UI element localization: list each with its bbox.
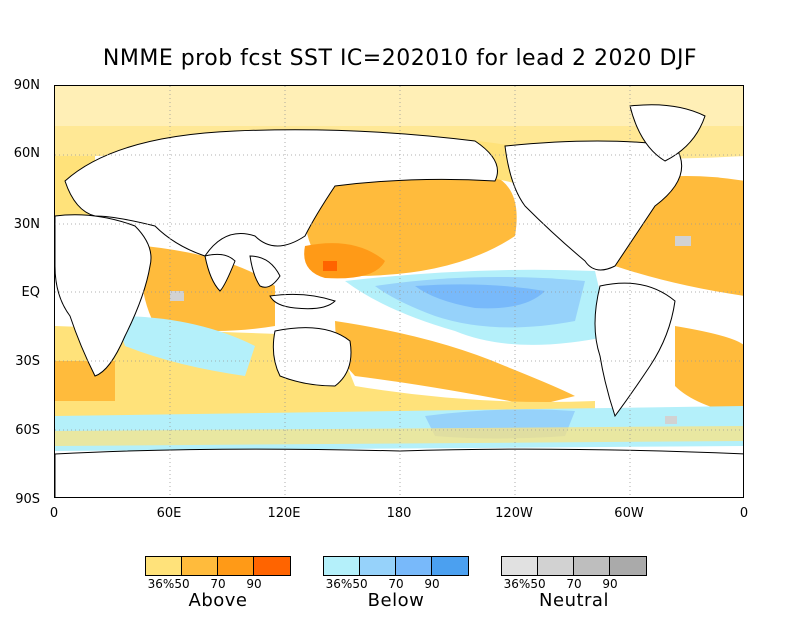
legend-above-swatch-1	[146, 557, 182, 575]
legend-neutral-tick-2: 50	[530, 577, 546, 591]
lon-label-60e: 60E	[156, 506, 182, 521]
legend-below-swatch-2	[360, 557, 396, 575]
lon-label-60w: 60W	[614, 506, 644, 521]
legend-above-tick-2: 50	[174, 577, 190, 591]
legend-below-swatch-1	[324, 557, 360, 575]
legend-above-swatch-2	[182, 557, 218, 575]
legend-above-swatches	[145, 556, 291, 576]
lat-label-90s: 90S	[15, 492, 40, 507]
legend-neutral-swatch-3	[574, 557, 610, 575]
legend-neutral-swatch-2	[538, 557, 574, 575]
legend-above-tick-1: 36%	[147, 577, 175, 591]
legend-below-swatches	[323, 556, 469, 576]
legend-neutral-swatch-4	[610, 557, 646, 575]
lon-label-0: 0	[49, 506, 59, 521]
legend-neutral-label: Neutral	[539, 590, 609, 611]
lat-label-eq: EQ	[21, 285, 40, 300]
legend-above: 36% 50 70 90 Above	[145, 556, 291, 611]
lat-label-60s: 60S	[15, 423, 40, 438]
lon-label-120w: 120W	[495, 506, 533, 521]
legend-neutral-swatch-1	[502, 557, 538, 575]
lon-label-0-end: 0	[739, 506, 749, 521]
sst-probability-map	[54, 85, 744, 498]
legend-above-tick-4: 90	[246, 577, 262, 591]
lat-label-30s: 30S	[15, 354, 40, 369]
graticule	[55, 86, 743, 497]
legend-below-swatch-3	[396, 557, 432, 575]
map-canvas	[55, 86, 743, 497]
legend-above-swatch-4	[254, 557, 290, 575]
legend-above-ticks: 36% 50 70 90	[145, 576, 291, 591]
legend-below-tick-1: 36%	[325, 577, 353, 591]
legend-below-swatch-4	[432, 557, 468, 575]
lat-label-60n: 60N	[13, 146, 40, 161]
legend-below-tick-3: 70	[388, 577, 404, 591]
lat-label-90n: 90N	[13, 78, 40, 93]
legend-below: 36% 50 70 90 Below	[323, 556, 469, 611]
legend-neutral-ticks: 36% 50 70 90	[501, 576, 647, 591]
legend-neutral-tick-1: 36%	[503, 577, 531, 591]
legend-below-ticks: 36% 50 70 90	[323, 576, 469, 591]
legend-neutral: 36% 50 70 90 Neutral	[501, 556, 647, 611]
map-title: NMME prob fcst SST IC=202010 for lead 2 …	[102, 46, 698, 71]
legend-above-tick-3: 70	[210, 577, 226, 591]
legend-above-label: Above	[188, 590, 248, 611]
legend-below-label: Below	[367, 590, 425, 611]
legend-above-swatch-3	[218, 557, 254, 575]
legend-neutral-tick-4: 90	[602, 577, 618, 591]
legend-neutral-swatches	[501, 556, 647, 576]
lon-label-180: 180	[386, 506, 412, 521]
lon-label-120e: 120E	[267, 506, 301, 521]
legend-neutral-tick-3: 70	[566, 577, 582, 591]
land-masses	[55, 104, 743, 497]
legend-below-tick-2: 50	[352, 577, 368, 591]
lat-label-30n: 30N	[13, 217, 40, 232]
legend-below-tick-4: 90	[424, 577, 440, 591]
